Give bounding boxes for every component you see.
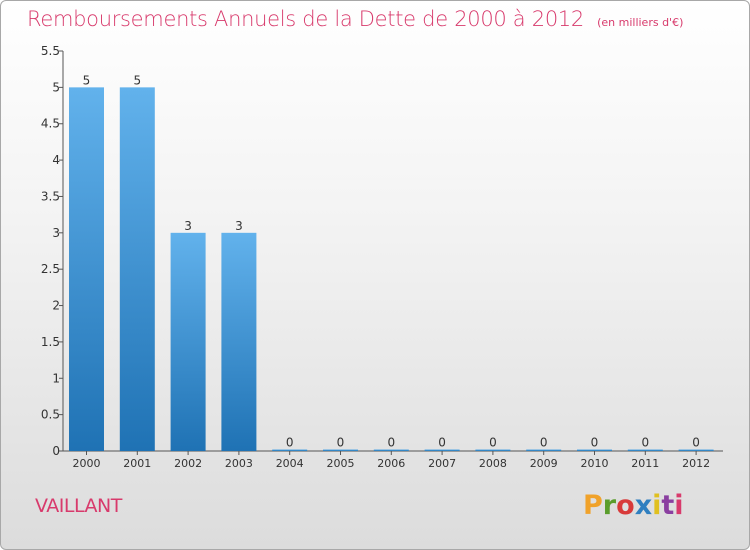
bar-value-label: 0 (591, 436, 599, 450)
y-tick-label: 4.5 (41, 117, 60, 131)
y-tick-label: 3 (52, 226, 60, 240)
y-tick-label: 0 (52, 444, 60, 458)
bar-value-label: 0 (641, 436, 649, 450)
bar-2008 (475, 449, 511, 451)
x-tick-label: 2004 (276, 457, 304, 470)
y-tick-label: 2 (52, 299, 60, 313)
y-tick-label: 4 (52, 153, 60, 167)
logo-letter: r (602, 490, 617, 521)
bar-2009 (526, 449, 562, 451)
bars: 5 5 3 3 0 0 0 0 0 0 0 0 0 (69, 73, 714, 451)
bar-value-label: 5 (133, 73, 141, 87)
bar-value-label: 3 (235, 219, 243, 233)
x-tick-label: 2010 (581, 457, 609, 470)
proxiti-logo: Proxiti (583, 490, 684, 521)
y-tick-label: 0.5 (41, 408, 60, 422)
x-tick-label: 2002 (174, 457, 202, 470)
x-tick-label: 2003 (225, 457, 253, 470)
bar-2011 (627, 449, 663, 451)
x-tick-label: 2006 (377, 457, 405, 470)
y-tick-label: 3.5 (41, 189, 60, 203)
x-tick-label: 2009 (530, 457, 558, 470)
axes: 0 0.5 1 1.5 2 2.5 3 3.5 4 4.5 5 5.5 2000 2001 2002 2003… (41, 44, 723, 470)
y-tick-label: 1 (52, 371, 60, 385)
logo-letter: i (674, 490, 684, 521)
logo-letter: x (634, 490, 653, 521)
logo-letter: t (661, 490, 675, 521)
bar-value-label: 0 (387, 436, 395, 450)
bar-2004 (272, 449, 308, 451)
chart-title-block: Remboursements Annuels de la Dette de 20… (27, 7, 683, 31)
bar-2002 (170, 232, 206, 451)
bar-2003 (221, 232, 257, 451)
bar-2006 (373, 449, 409, 451)
y-tick-label: 1.5 (41, 335, 60, 349)
bar-2010 (577, 449, 612, 451)
bar-2007 (424, 449, 460, 451)
y-tick-label: 5 (52, 80, 60, 94)
bar-value-label: 0 (438, 436, 446, 450)
logo-letter: P (583, 490, 603, 521)
y-tick-label: 2.5 (41, 262, 60, 276)
bar-value-label: 0 (337, 436, 345, 450)
chart-unit: (en milliers d'€) (597, 16, 684, 29)
chart-title: Remboursements Annuels de la Dette de 20… (27, 7, 584, 31)
bar-value-label: 0 (692, 436, 700, 450)
bar-value-label: 0 (489, 436, 497, 450)
bar-value-label: 0 (286, 436, 294, 450)
x-tick-label: 2012 (682, 457, 710, 470)
logo-letter: i (652, 490, 662, 521)
x-tick-label: 2011 (631, 457, 659, 470)
x-tick-label: 2005 (327, 457, 355, 470)
bar-value-label: 5 (83, 73, 91, 87)
bar-value-label: 3 (184, 219, 192, 233)
bar-2012 (678, 449, 714, 451)
bar-value-label: 0 (540, 436, 548, 450)
x-tick-label: 2001 (123, 457, 151, 470)
x-tick-label: 2007 (428, 457, 456, 470)
bar-2001 (119, 87, 155, 451)
commune-name: VAILLANT (35, 495, 122, 517)
bar-2000 (69, 87, 104, 451)
x-tick-label: 2000 (73, 457, 101, 470)
x-tick-label: 2008 (479, 457, 507, 470)
bar-2005 (323, 449, 358, 451)
logo-letter: o (616, 490, 635, 521)
y-tick-label: 5.5 (41, 44, 60, 58)
